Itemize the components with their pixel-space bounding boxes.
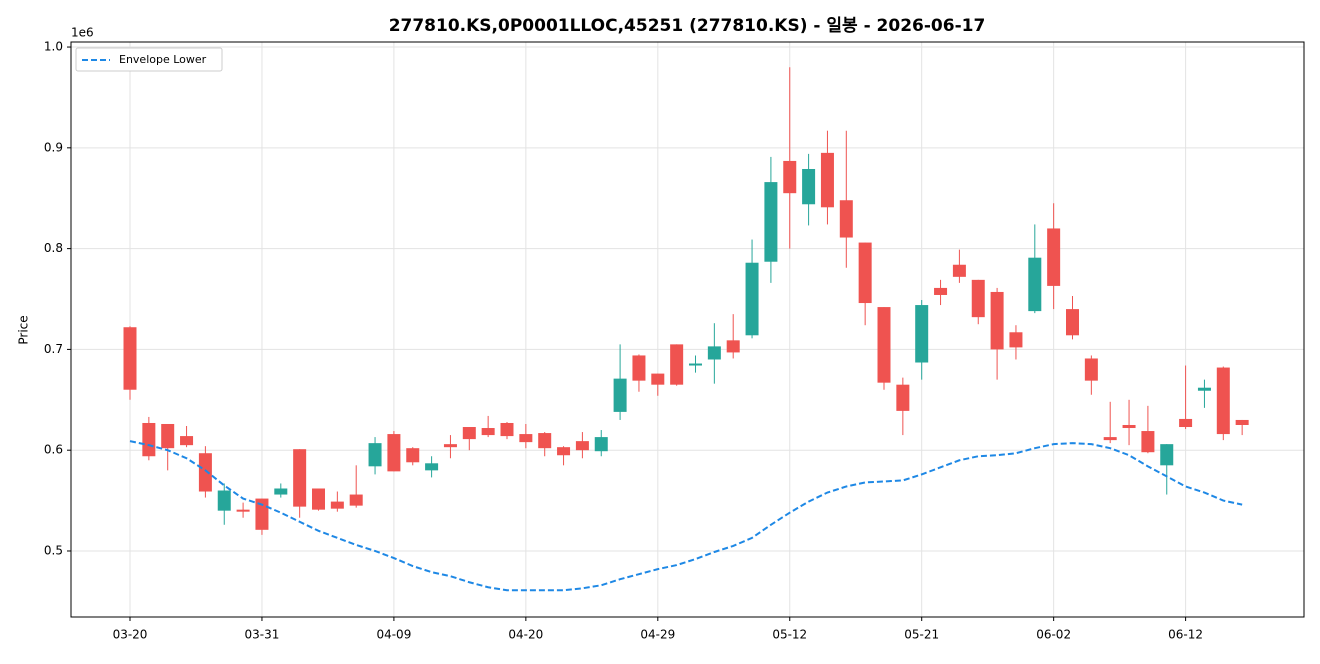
candle-body <box>1197 387 1211 391</box>
candle-body <box>406 448 420 463</box>
candle-body <box>877 307 891 383</box>
y-tick-label: 0.8 <box>44 241 63 255</box>
candle-body <box>971 279 985 318</box>
chart-title: 277810.KS,0P0001LLOC,45251 (277810.KS) -… <box>389 16 986 36</box>
x-tick-label: 04-29 <box>640 628 675 642</box>
candle-body <box>349 494 363 506</box>
candle-body <box>1235 419 1249 425</box>
plot <box>123 67 1249 592</box>
candle-body <box>594 437 608 452</box>
line-series <box>129 440 1243 592</box>
candle-body <box>198 453 212 492</box>
y-tick-label: 0.5 <box>44 543 63 557</box>
legend-box <box>75 47 223 72</box>
candle-body <box>952 264 966 277</box>
candle-body <box>312 488 325 510</box>
candle-body <box>1179 418 1193 428</box>
candle-body <box>180 436 194 446</box>
grid <box>71 42 1304 617</box>
candle-body <box>425 463 439 471</box>
candle-body <box>519 434 533 443</box>
y-axis-label: Price <box>17 315 31 344</box>
candle-body <box>462 427 476 440</box>
candle-body <box>274 488 288 495</box>
x-tick-label: 04-09 <box>376 628 411 642</box>
candle-body <box>934 287 948 295</box>
x-tick-label: 06-12 <box>1168 628 1203 642</box>
candle-body <box>1084 358 1098 381</box>
y-tick-label: 1.0 <box>44 40 63 54</box>
y-tick-label: 0.6 <box>44 443 63 457</box>
x-tick-label: 03-20 <box>113 628 148 642</box>
candle-body <box>1160 444 1174 466</box>
x-tick-label: 03-31 <box>245 628 280 642</box>
candle-body <box>293 449 307 507</box>
candle-body <box>783 160 797 194</box>
candle-body <box>764 182 778 262</box>
y-tick-label: 0.9 <box>44 140 63 154</box>
candle-body <box>651 373 665 385</box>
candle-body <box>1047 228 1061 286</box>
plot-frame <box>70 41 1305 618</box>
x-tick-label: 06-02 <box>1036 628 1071 642</box>
candle-body <box>915 305 929 363</box>
legend-label: Envelope Lower <box>119 53 207 66</box>
candle-body <box>858 242 872 304</box>
candle-body <box>820 152 834 208</box>
candle-body <box>161 423 175 449</box>
candle-body <box>123 327 137 390</box>
candle-body <box>1103 437 1117 441</box>
candle-body <box>557 447 571 456</box>
candle-body <box>1122 424 1136 429</box>
candle-body <box>236 509 250 512</box>
candle-body <box>1009 332 1023 348</box>
candle-body <box>330 501 344 509</box>
candle-body <box>575 441 589 451</box>
candle-body <box>1066 309 1079 336</box>
candle-body <box>707 346 721 360</box>
x-tick-label: 05-21 <box>904 628 939 642</box>
candle-body <box>255 498 269 530</box>
candle-body <box>632 355 646 381</box>
candle-body <box>1216 367 1230 435</box>
x-tick-label: 05-12 <box>772 628 807 642</box>
candle-body <box>217 490 231 511</box>
candle-body <box>726 340 740 353</box>
offset-text: 1e6 <box>71 26 94 40</box>
candle-body <box>500 422 514 437</box>
candle-body <box>481 428 495 436</box>
candle-body <box>990 291 1004 350</box>
candle-body <box>689 363 702 366</box>
candle-body <box>443 444 457 448</box>
candle-body <box>839 200 853 238</box>
candle-body <box>387 434 401 472</box>
candle-body <box>538 433 552 449</box>
candle-body <box>802 168 816 205</box>
legend: Envelope Lower <box>75 47 223 72</box>
candle-body <box>1141 431 1155 453</box>
candle-body <box>613 378 627 412</box>
candle-body <box>896 384 910 411</box>
x-tick-label: 04-20 <box>508 628 543 642</box>
candle-body <box>1028 257 1042 312</box>
candle-body <box>745 262 759 336</box>
candle-body <box>670 344 684 385</box>
candle-body <box>368 443 382 467</box>
y-tick-label: 0.7 <box>44 342 63 356</box>
candle-body <box>142 422 156 457</box>
